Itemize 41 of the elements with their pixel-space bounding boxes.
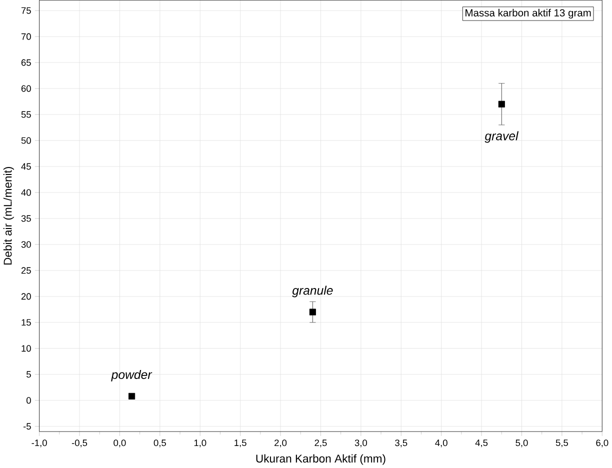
annotation: powder xyxy=(111,370,152,382)
x-tick-label: 3,0 xyxy=(354,439,367,448)
annotation: granule xyxy=(292,286,333,298)
y-tick-label: 60 xyxy=(21,85,31,92)
y-tick-label: 15 xyxy=(22,319,31,326)
x-tick-label: 1,0 xyxy=(194,439,206,448)
x-tick-label: 5,5 xyxy=(556,439,568,448)
y-tick-label: 0 xyxy=(26,397,31,404)
x-axis-title: Ukuran Karbon Aktif (mm) xyxy=(256,454,386,465)
x-tick-label: 2,5 xyxy=(314,439,327,448)
x-tick-label: 5,0 xyxy=(516,439,528,448)
x-tick-label: 6,0 xyxy=(596,439,608,448)
y-tick-label: 45 xyxy=(21,163,31,170)
y-tick-label: 55 xyxy=(21,111,31,118)
y-tick-label: 10 xyxy=(22,345,31,352)
y-tick-label: 35 xyxy=(21,215,31,222)
y-tick-label: 5 xyxy=(26,371,31,378)
x-tick-label: 4,5 xyxy=(475,439,488,448)
annotation: Massa karbon aktif 13 gram xyxy=(466,8,591,18)
y-tick-label: 70 xyxy=(21,33,31,40)
x-tick-label: 4,0 xyxy=(435,439,448,448)
x-tick-label: 0,0 xyxy=(114,439,126,448)
y-tick-label: -5 xyxy=(23,423,31,430)
point xyxy=(309,308,316,316)
x-tick-label: 3,5 xyxy=(395,439,408,448)
y-tick-label: 30 xyxy=(21,241,31,248)
x-tick-label: 2,0 xyxy=(274,439,287,448)
annotation: gravel xyxy=(484,131,519,143)
y-tick-label: 20 xyxy=(21,293,31,300)
x-tick-label: -1,0 xyxy=(32,439,47,448)
y-tick-label: 50 xyxy=(21,137,31,144)
point xyxy=(128,392,136,400)
x-tick-label: 0,5 xyxy=(154,439,166,448)
y-tick-label: 65 xyxy=(21,59,31,66)
y-tick-label: 75 xyxy=(21,7,31,14)
y-tick-label: 25 xyxy=(21,267,31,274)
x-tick-label: 1,5 xyxy=(234,439,246,448)
y-tick-label: 40 xyxy=(21,189,31,196)
point xyxy=(498,100,505,108)
x-tick-label: -0,5 xyxy=(72,439,88,448)
y-axis-title: Debit air (mL/menit) xyxy=(3,166,14,264)
